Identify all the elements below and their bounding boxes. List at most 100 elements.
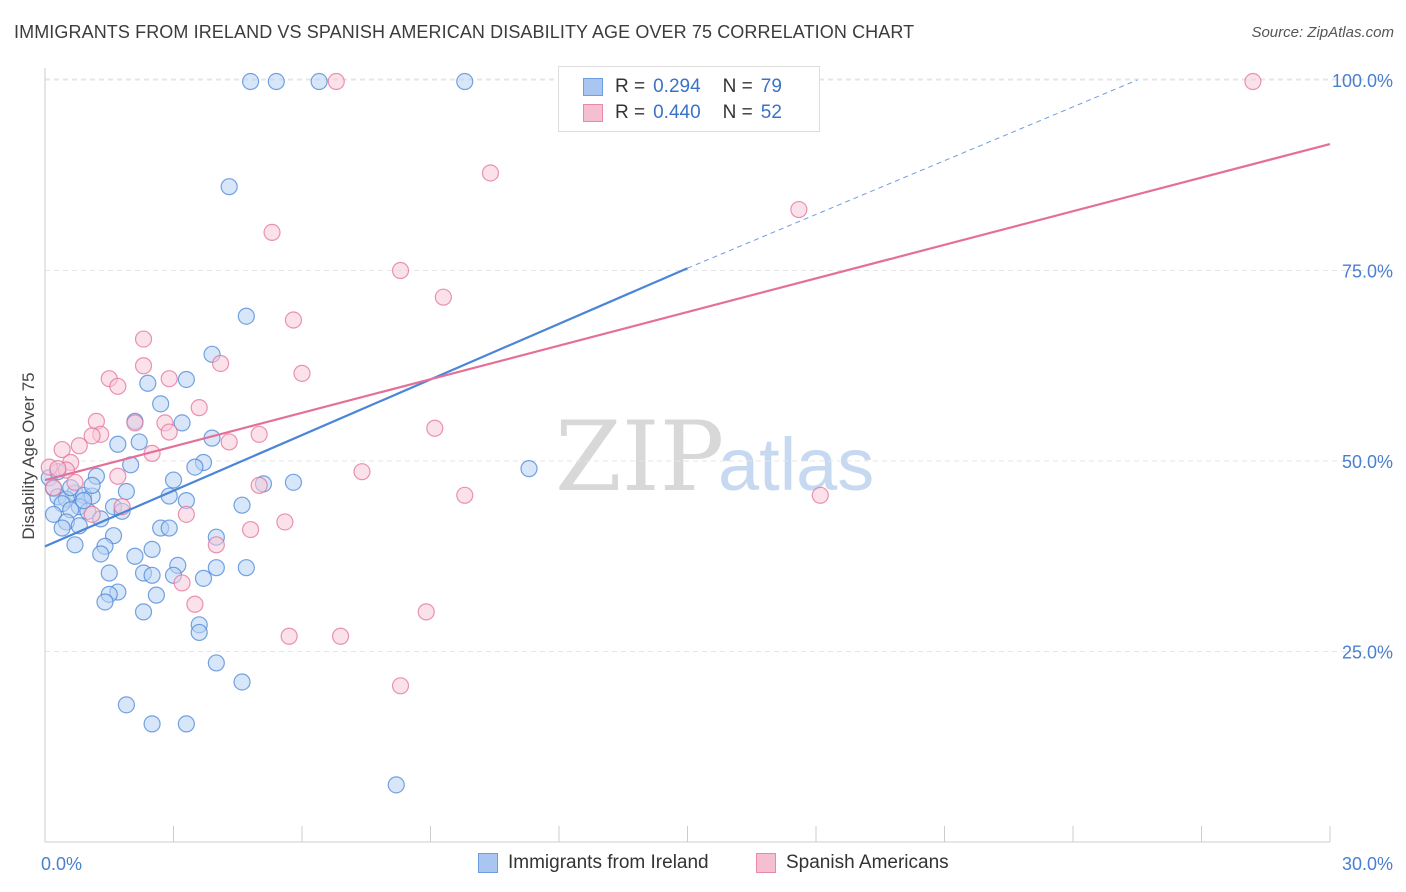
data-point-spanish — [811, 486, 829, 504]
data-point-ireland — [147, 586, 165, 604]
data-point-ireland — [190, 623, 208, 642]
data-point-spanish — [44, 479, 63, 497]
data-point-spanish — [109, 467, 127, 485]
legend-item-spanish[interactable]: Spanish Americans — [756, 852, 949, 874]
legend-r-label: R = — [615, 76, 646, 97]
legend-row-ireland: R = 0.294 N = 79 — [583, 75, 782, 99]
watermark-atlas: atlas — [718, 423, 874, 506]
tick-labels: 25.0% 50.0% 75.0% 100.0% 0.0% 30.0% — [41, 71, 1393, 874]
data-point-ireland — [53, 519, 71, 537]
data-point-spanish — [263, 223, 281, 241]
data-point-spanish — [109, 377, 127, 395]
data-point-ireland — [177, 715, 195, 733]
data-point-spanish — [426, 419, 444, 437]
data-point-ireland — [44, 505, 63, 523]
data-point-ireland — [139, 374, 157, 392]
data-point-spanish — [207, 536, 225, 554]
data-point-spanish — [293, 364, 311, 382]
data-point-ireland — [177, 370, 195, 389]
trend-line-ireland — [44, 267, 688, 548]
data-point-ireland — [242, 72, 260, 91]
data-point-ireland — [173, 414, 191, 432]
data-point-ireland — [100, 564, 118, 582]
legend-r-value: 0.440 — [653, 102, 701, 123]
data-point-spanish — [66, 473, 84, 491]
data-point-ireland — [160, 519, 178, 537]
legend-n-value: 79 — [760, 76, 782, 97]
legend-label-ireland: Immigrants from Ireland — [508, 852, 709, 873]
data-point-ireland — [117, 696, 135, 714]
data-point-spanish — [250, 425, 268, 443]
data-point-ireland — [310, 72, 328, 91]
y-tick-label: 75.0% — [1342, 262, 1393, 282]
y-tick-label: 25.0% — [1342, 643, 1393, 663]
data-point-spanish — [126, 414, 144, 432]
data-point-ireland — [126, 547, 144, 565]
data-point-ireland — [207, 654, 225, 672]
trend-lines — [44, 79, 1331, 548]
x-tick-label-end: 30.0% — [1342, 854, 1393, 874]
data-point-spanish — [83, 505, 101, 523]
legend-row-spanish: R = 0.440 N = 52 — [583, 101, 782, 125]
data-point-spanish — [417, 603, 435, 621]
y-tick-label: 100.0% — [1332, 71, 1393, 91]
data-point-spanish — [353, 463, 371, 481]
legend-swatch-ireland — [478, 853, 498, 873]
data-point-spanish — [331, 627, 350, 645]
legend-n-value: 52 — [760, 102, 782, 123]
y-tick-label: 50.0% — [1342, 452, 1393, 472]
data-point-spanish — [276, 513, 294, 531]
data-point-ireland — [92, 545, 110, 563]
data-point-ireland — [194, 569, 213, 587]
data-point-ireland — [233, 673, 251, 691]
legend-swatch-spanish — [583, 104, 603, 122]
data-point-ireland — [237, 559, 255, 577]
data-point-spanish — [456, 486, 474, 504]
data-point-ireland — [74, 492, 93, 510]
watermark-zip: ZIP — [555, 401, 724, 513]
data-point-ireland — [284, 473, 303, 491]
data-point-ireland — [66, 536, 84, 554]
data-point-spanish — [327, 72, 345, 91]
source-label: Source: ZipAtlas.com — [1251, 24, 1394, 41]
data-point-spanish — [134, 357, 153, 375]
data-point-spanish — [1244, 72, 1262, 91]
series-legend: Immigrants from Ireland Spanish American… — [0, 852, 1406, 876]
data-point-ireland — [130, 433, 148, 451]
data-point-spanish — [53, 440, 71, 459]
data-point-spanish — [177, 505, 195, 523]
legend-swatch-ireland — [583, 78, 603, 96]
watermark: ZIP atlas — [555, 401, 874, 513]
data-point-spanish — [70, 437, 88, 455]
data-point-ireland — [143, 715, 161, 733]
data-point-spanish — [220, 433, 238, 451]
data-point-ireland — [220, 178, 238, 196]
legend-swatch-spanish — [756, 853, 776, 873]
data-point-spanish — [280, 627, 298, 645]
data-point-spanish — [250, 476, 268, 494]
data-point-ireland — [186, 458, 204, 476]
data-point-spanish — [391, 261, 410, 280]
legend-r-label: R = — [615, 102, 646, 123]
axes — [44, 68, 1331, 843]
data-point-spanish — [212, 354, 230, 373]
data-point-spanish — [83, 427, 101, 445]
data-point-spanish — [284, 311, 303, 329]
data-point-spanish — [190, 399, 208, 417]
data-point-ireland — [520, 460, 538, 478]
legend-n-label: N = — [722, 76, 753, 97]
data-point-ireland — [117, 482, 135, 501]
data-point-ireland — [387, 776, 405, 794]
data-point-ireland — [152, 395, 170, 413]
legend-label-spanish: Spanish Americans — [786, 852, 949, 873]
trend-line-spanish — [44, 142, 1331, 482]
y-axis-label: Disability Age Over 75 — [19, 372, 38, 539]
data-point-spanish — [434, 288, 452, 306]
x-tick-label-start: 0.0% — [41, 854, 82, 874]
legend-item-ireland[interactable]: Immigrants from Ireland — [478, 852, 709, 874]
data-point-spanish — [160, 423, 178, 441]
data-point-spanish — [391, 677, 410, 695]
data-point-ireland — [96, 593, 114, 611]
data-point-ireland — [267, 72, 285, 91]
